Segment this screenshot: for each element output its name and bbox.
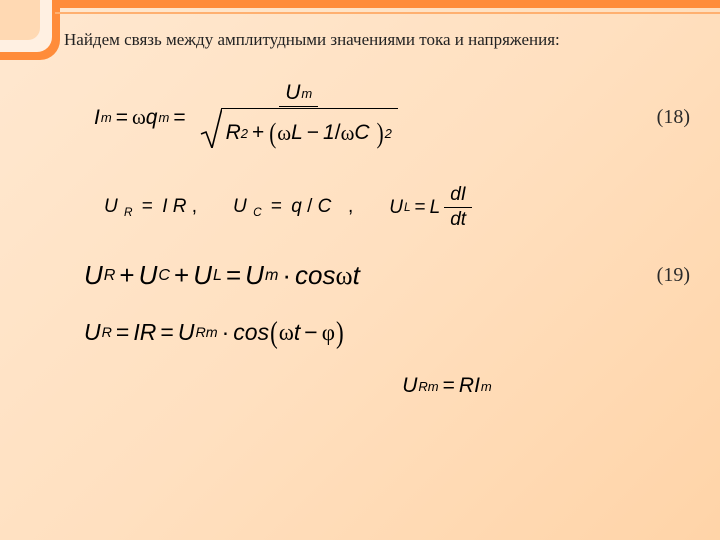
definitions: U R = I R , U C = q / C , U L = L [64,183,630,232]
top-accent-line [55,12,720,14]
equation-18-row: I m = ω q m = U m [64,80,690,155]
equation-18: I m = ω q m = U m [64,80,630,155]
equation-19-tag: (19) [630,264,690,287]
corner-band-inner [0,0,40,40]
dI-dt: d I d t [444,183,472,232]
equation-18-tag: (18) [630,106,690,129]
equation-19: U R + U C + U L = U m · cos ω t [64,260,630,291]
def-UC: U C = q / C , [233,196,353,218]
top-accent-bar [55,0,720,8]
equation-19-row: U R + U C + U L = U m · cos ω t (19) [64,260,690,291]
sqrt: R 2 + ( ω L − 1 / ω C ) [200,108,398,154]
lead-text: Найдем связь между амплитудными значения… [64,30,690,50]
equation-urm: U Rm = R I m [64,374,630,398]
equation-urm-row: U Rm = R I m [64,374,690,398]
definitions-row: U R = I R , U C = q / C , U L = L [64,183,690,232]
slide-content: Найдем связь между амплитудными значения… [64,30,690,398]
equation-ur-row: U R = I R = U Rm · cos ( ω t − φ ) [64,319,690,346]
def-UR: U R = I R , [104,196,197,218]
equation-ur: U R = I R = U Rm · cos ( ω t − φ ) [64,319,630,346]
def-UL: U L = L d I d t [389,183,476,232]
equation-18-fraction: U m R 2 + ( [194,80,404,155]
